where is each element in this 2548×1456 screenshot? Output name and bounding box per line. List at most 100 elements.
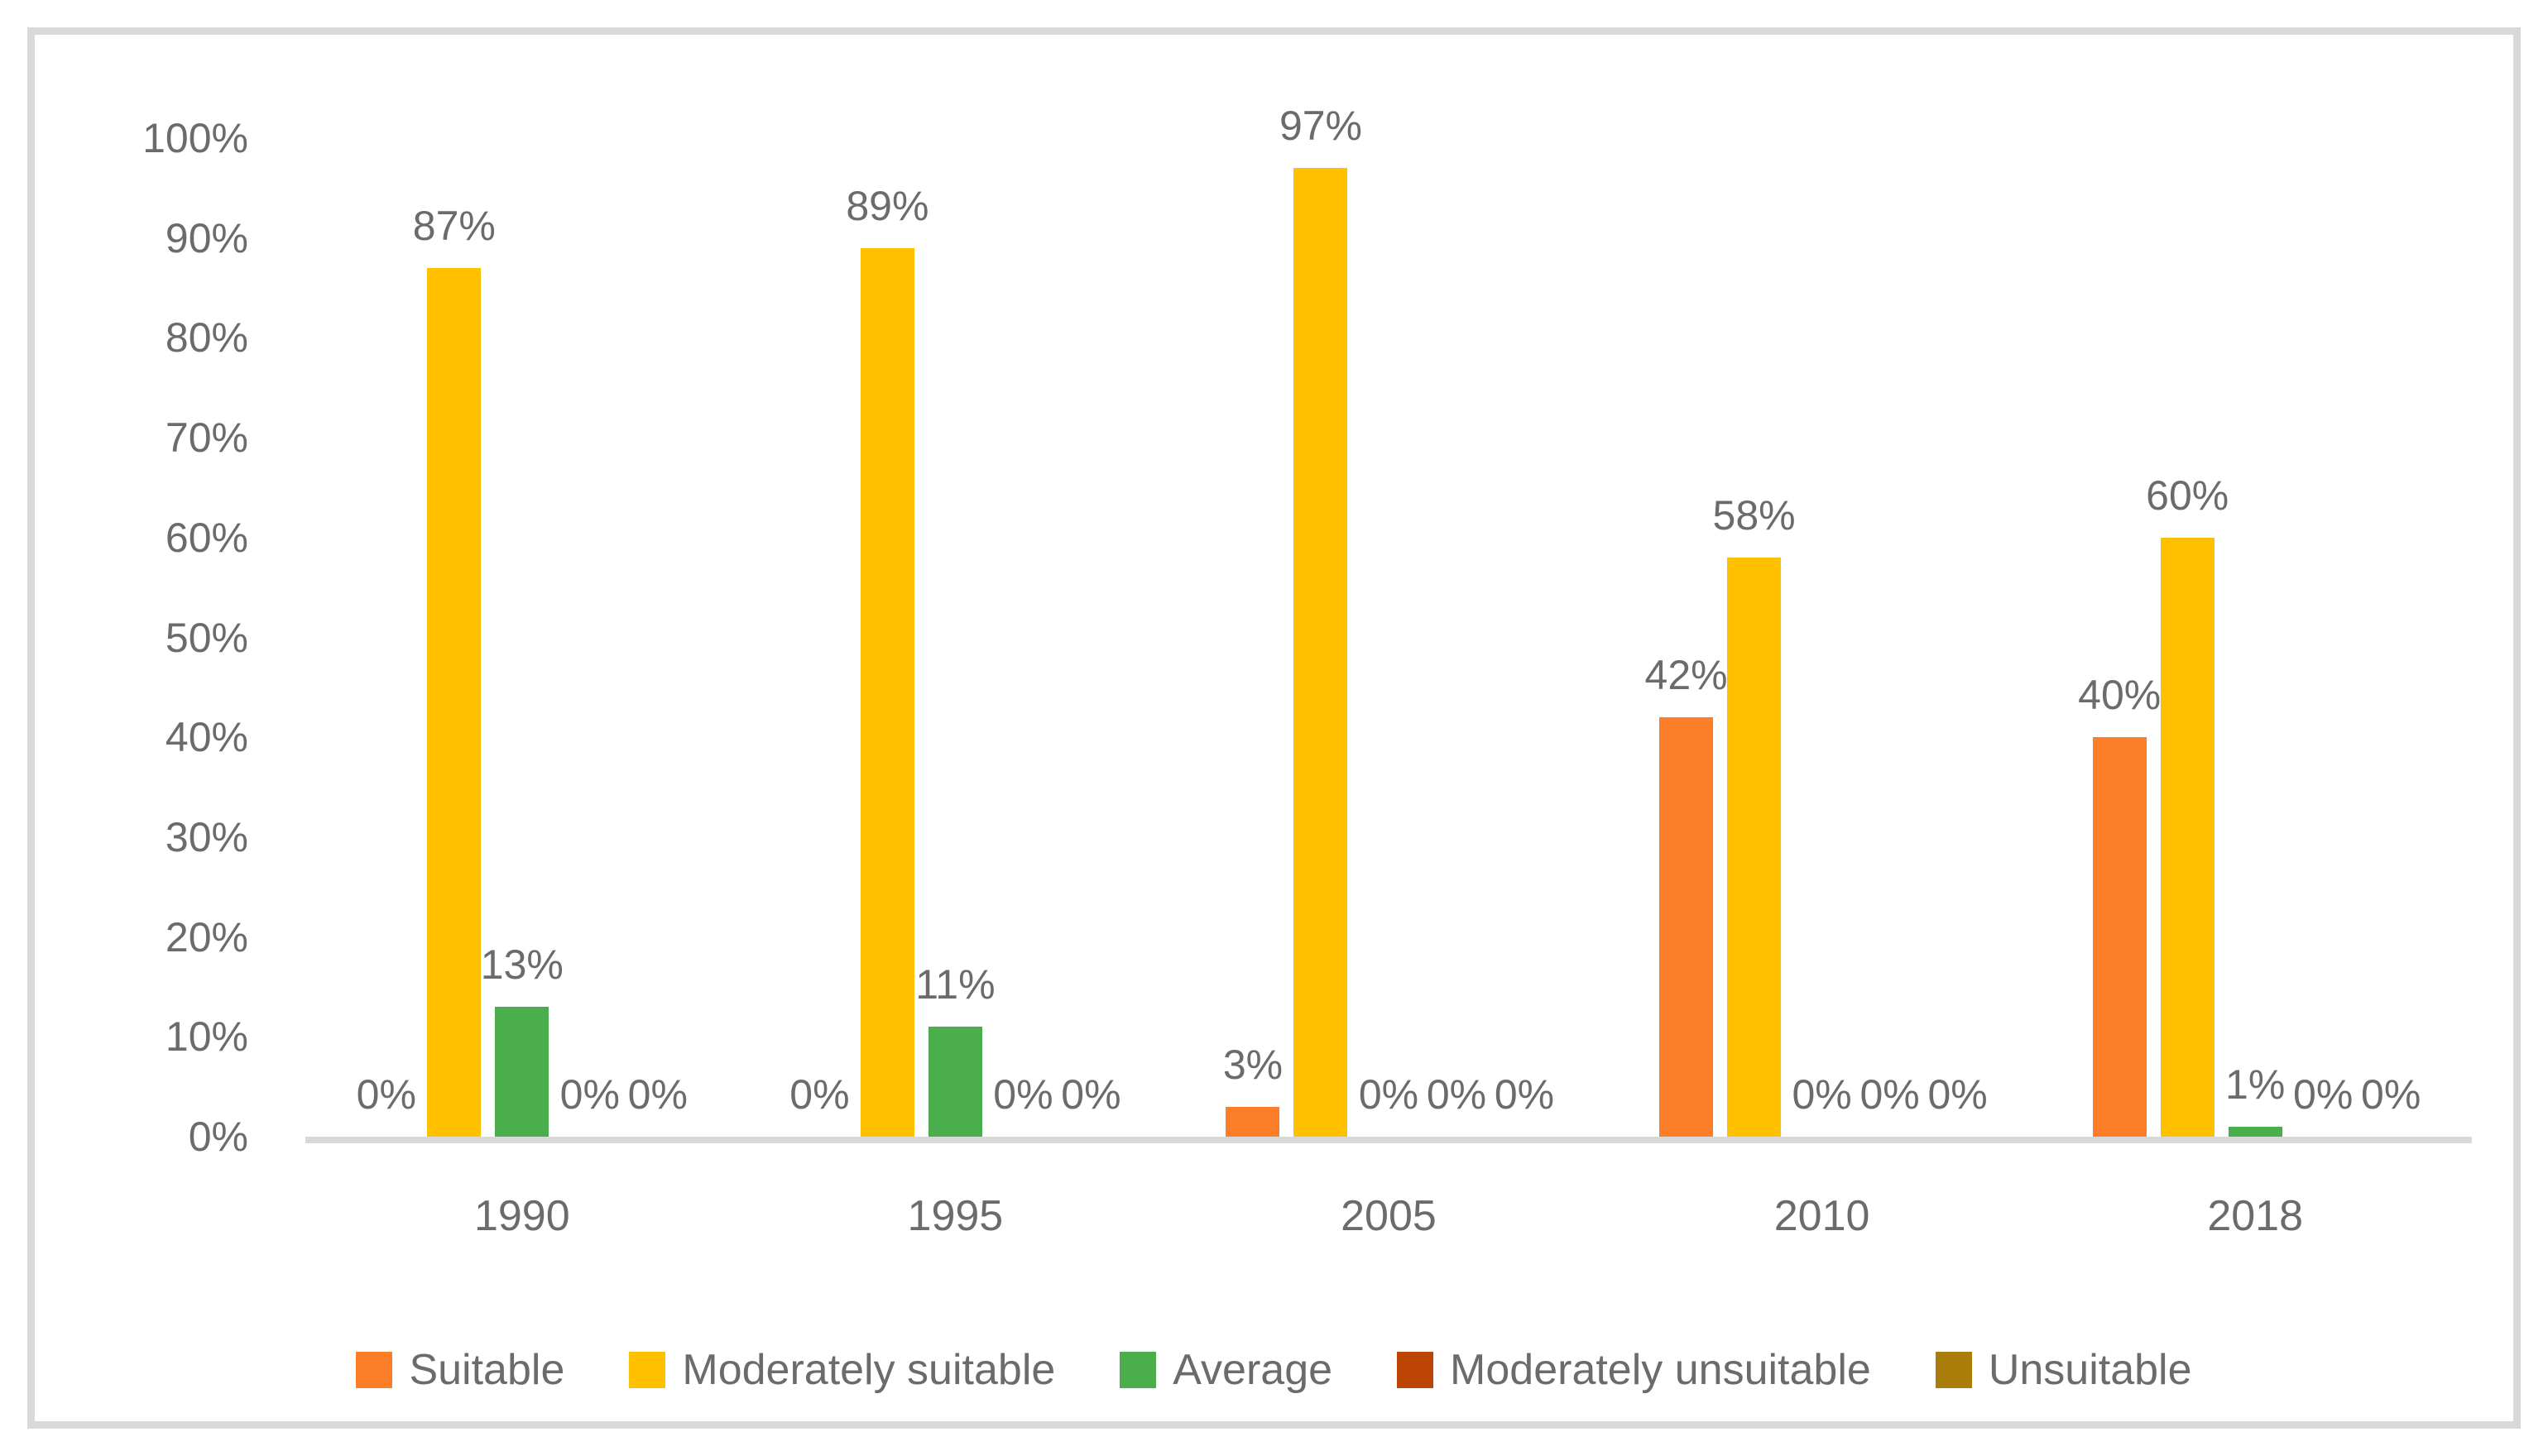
legend-swatch bbox=[629, 1352, 666, 1388]
bar-slot-unsuitable: 0% bbox=[2361, 35, 2421, 1137]
bar-average-2018 bbox=[2228, 1126, 2282, 1137]
category-group-1995: 0% 89% 11% 0% 0% bbox=[739, 35, 1173, 1137]
bar-suitable-2018 bbox=[2092, 737, 2147, 1137]
legend-swatch bbox=[1397, 1352, 1434, 1388]
bar-value-label: 0% bbox=[627, 1071, 688, 1118]
bar-slot-moderately-unsuitable: 0% bbox=[559, 35, 620, 1137]
bar-value-label: 87% bbox=[412, 202, 496, 249]
x-category-label-2005: 2005 bbox=[1341, 1192, 1437, 1240]
bar-value-label: 0% bbox=[993, 1071, 1053, 1118]
plot-area: 100% 90% 80% 70% 60% 50% 40% 30% 20% 10% 0% 0% 87% 1… bbox=[35, 35, 2513, 1421]
y-tick-label: 30% bbox=[165, 813, 248, 860]
bar-moderately-suitable-2005 bbox=[1293, 168, 1348, 1137]
bar-suitable-2010 bbox=[1659, 717, 1714, 1137]
bar-value-label: 42% bbox=[1644, 652, 1728, 699]
bar-value-label: 0% bbox=[2293, 1071, 2354, 1118]
legend-item-average: Average bbox=[1120, 1345, 1332, 1395]
bar-slot-average: 1% bbox=[2225, 35, 2285, 1137]
bar-slot-average: 11% bbox=[915, 35, 996, 1137]
bar-slot-moderately-unsuitable: 0% bbox=[1426, 35, 1487, 1137]
legend: Suitable Moderately suitable Average Modera… bbox=[118, 1345, 2430, 1395]
bar-average-1990 bbox=[495, 1007, 549, 1137]
bar-slot-average: 13% bbox=[481, 35, 564, 1137]
legend-label: Unsuitable bbox=[1988, 1346, 2192, 1394]
legend-label: Suitable bbox=[409, 1346, 565, 1394]
bar-slot-moderately-unsuitable: 0% bbox=[1859, 35, 1919, 1137]
bar-slot-unsuitable: 0% bbox=[628, 35, 688, 1137]
bar-moderately-suitable-1990 bbox=[427, 267, 482, 1137]
bar-moderately-suitable-2010 bbox=[1727, 557, 1782, 1137]
bar-value-label: 0% bbox=[1927, 1071, 1988, 1118]
legend-swatch bbox=[356, 1352, 393, 1388]
bar-value-label: 0% bbox=[789, 1071, 850, 1118]
x-category-label-2010: 2010 bbox=[1773, 1192, 1870, 1240]
y-tick-label: 70% bbox=[165, 414, 248, 462]
category-group-1990: 0% 87% 13% 0% 0% bbox=[305, 35, 739, 1137]
bar-slot-suitable: 42% bbox=[1645, 35, 1728, 1137]
bar-value-label: 89% bbox=[846, 182, 929, 229]
bar-average-1995 bbox=[928, 1027, 982, 1137]
y-tick-label: 50% bbox=[165, 614, 248, 661]
bar-value-label: 40% bbox=[2078, 672, 2162, 719]
bar-slot-suitable: 40% bbox=[2078, 35, 2161, 1137]
x-category-label-1990: 1990 bbox=[473, 1192, 570, 1240]
y-tick-label: 40% bbox=[165, 714, 248, 761]
bar-value-label: 0% bbox=[1426, 1071, 1487, 1118]
bar-groups: 0% 87% 13% 0% 0% 0% 89% 11% 0% 0% 3% 97% 0% 0% 0% 42% 58… bbox=[305, 35, 2472, 1137]
bar-value-label: 11% bbox=[915, 961, 996, 1008]
bar-slot-suitable: 3% bbox=[1223, 35, 1283, 1137]
category-group-2010: 42% 58% 0% 0% 0% bbox=[1605, 35, 2039, 1137]
x-axis-line bbox=[305, 1137, 2472, 1143]
legend-label: Average bbox=[1173, 1346, 1333, 1394]
bar-value-label: 0% bbox=[1061, 1071, 1121, 1118]
bar-suitable-2005 bbox=[1226, 1106, 1280, 1137]
y-tick-label: 60% bbox=[165, 514, 248, 561]
bar-value-label: 0% bbox=[356, 1071, 416, 1118]
legend-item-unsuitable: Unsuitable bbox=[1935, 1345, 2192, 1395]
bar-value-label: 0% bbox=[1792, 1071, 1852, 1118]
category-group-2018: 40% 60% 1% 0% 0% bbox=[2038, 35, 2472, 1137]
bar-value-label: 0% bbox=[2361, 1071, 2421, 1118]
bar-value-label: 0% bbox=[1859, 1071, 1920, 1118]
legend-item-moderately-suitable: Moderately suitable bbox=[629, 1345, 1055, 1395]
x-axis-labels: 1990 1995 2005 2010 2018 bbox=[305, 1191, 2472, 1241]
bar-slot-average: 0% bbox=[1792, 35, 1852, 1137]
x-category-label-1995: 1995 bbox=[907, 1192, 1004, 1240]
bar-value-label: 0% bbox=[1494, 1071, 1555, 1118]
y-tick-label: 10% bbox=[165, 1013, 248, 1061]
bar-slot-unsuitable: 0% bbox=[1494, 35, 1555, 1137]
bar-slot-moderately-suitable: 87% bbox=[413, 35, 496, 1137]
bar-moderately-suitable-1995 bbox=[860, 247, 914, 1137]
bar-slot-unsuitable: 0% bbox=[1927, 35, 1987, 1137]
bar-slot-moderately-unsuitable: 0% bbox=[2293, 35, 2354, 1137]
legend-swatch bbox=[1120, 1352, 1157, 1388]
bar-value-label: 60% bbox=[2146, 472, 2229, 519]
legend-swatch bbox=[1935, 1352, 1972, 1388]
bar-slot-moderately-suitable: 97% bbox=[1279, 35, 1362, 1137]
bar-slot-moderately-unsuitable: 0% bbox=[993, 35, 1053, 1137]
bar-slot-moderately-suitable: 89% bbox=[846, 35, 929, 1137]
legend-item-moderately-unsuitable: Moderately unsuitable bbox=[1397, 1345, 1871, 1395]
chart-frame: 100% 90% 80% 70% 60% 50% 40% 30% 20% 10% 0% 0% 87% 1… bbox=[27, 27, 2521, 1429]
category-group-2005: 3% 97% 0% 0% 0% bbox=[1172, 35, 1605, 1137]
bar-moderately-suitable-2018 bbox=[2160, 537, 2215, 1137]
bar-value-label: 0% bbox=[559, 1071, 620, 1118]
legend-label: Moderately unsuitable bbox=[1450, 1346, 1871, 1394]
bar-slot-suitable: 0% bbox=[789, 35, 849, 1137]
bar-slot-suitable: 0% bbox=[356, 35, 416, 1137]
y-tick-label: 80% bbox=[165, 314, 248, 362]
bar-value-label: 97% bbox=[1279, 103, 1363, 150]
legend-label: Moderately suitable bbox=[682, 1346, 1056, 1394]
bar-slot-moderately-suitable: 60% bbox=[2146, 35, 2229, 1137]
y-tick-label: 90% bbox=[165, 214, 248, 261]
legend-item-suitable: Suitable bbox=[356, 1345, 564, 1395]
bar-value-label: 13% bbox=[480, 941, 564, 989]
bar-value-label: 3% bbox=[1222, 1041, 1284, 1088]
bar-slot-moderately-suitable: 58% bbox=[1713, 35, 1796, 1137]
y-tick-label: 20% bbox=[165, 913, 248, 960]
bar-slot-unsuitable: 0% bbox=[1061, 35, 1121, 1137]
y-tick-label: 100% bbox=[142, 115, 248, 161]
bar-slot-average: 0% bbox=[1359, 35, 1418, 1137]
bar-value-label: 1% bbox=[2225, 1061, 2286, 1108]
